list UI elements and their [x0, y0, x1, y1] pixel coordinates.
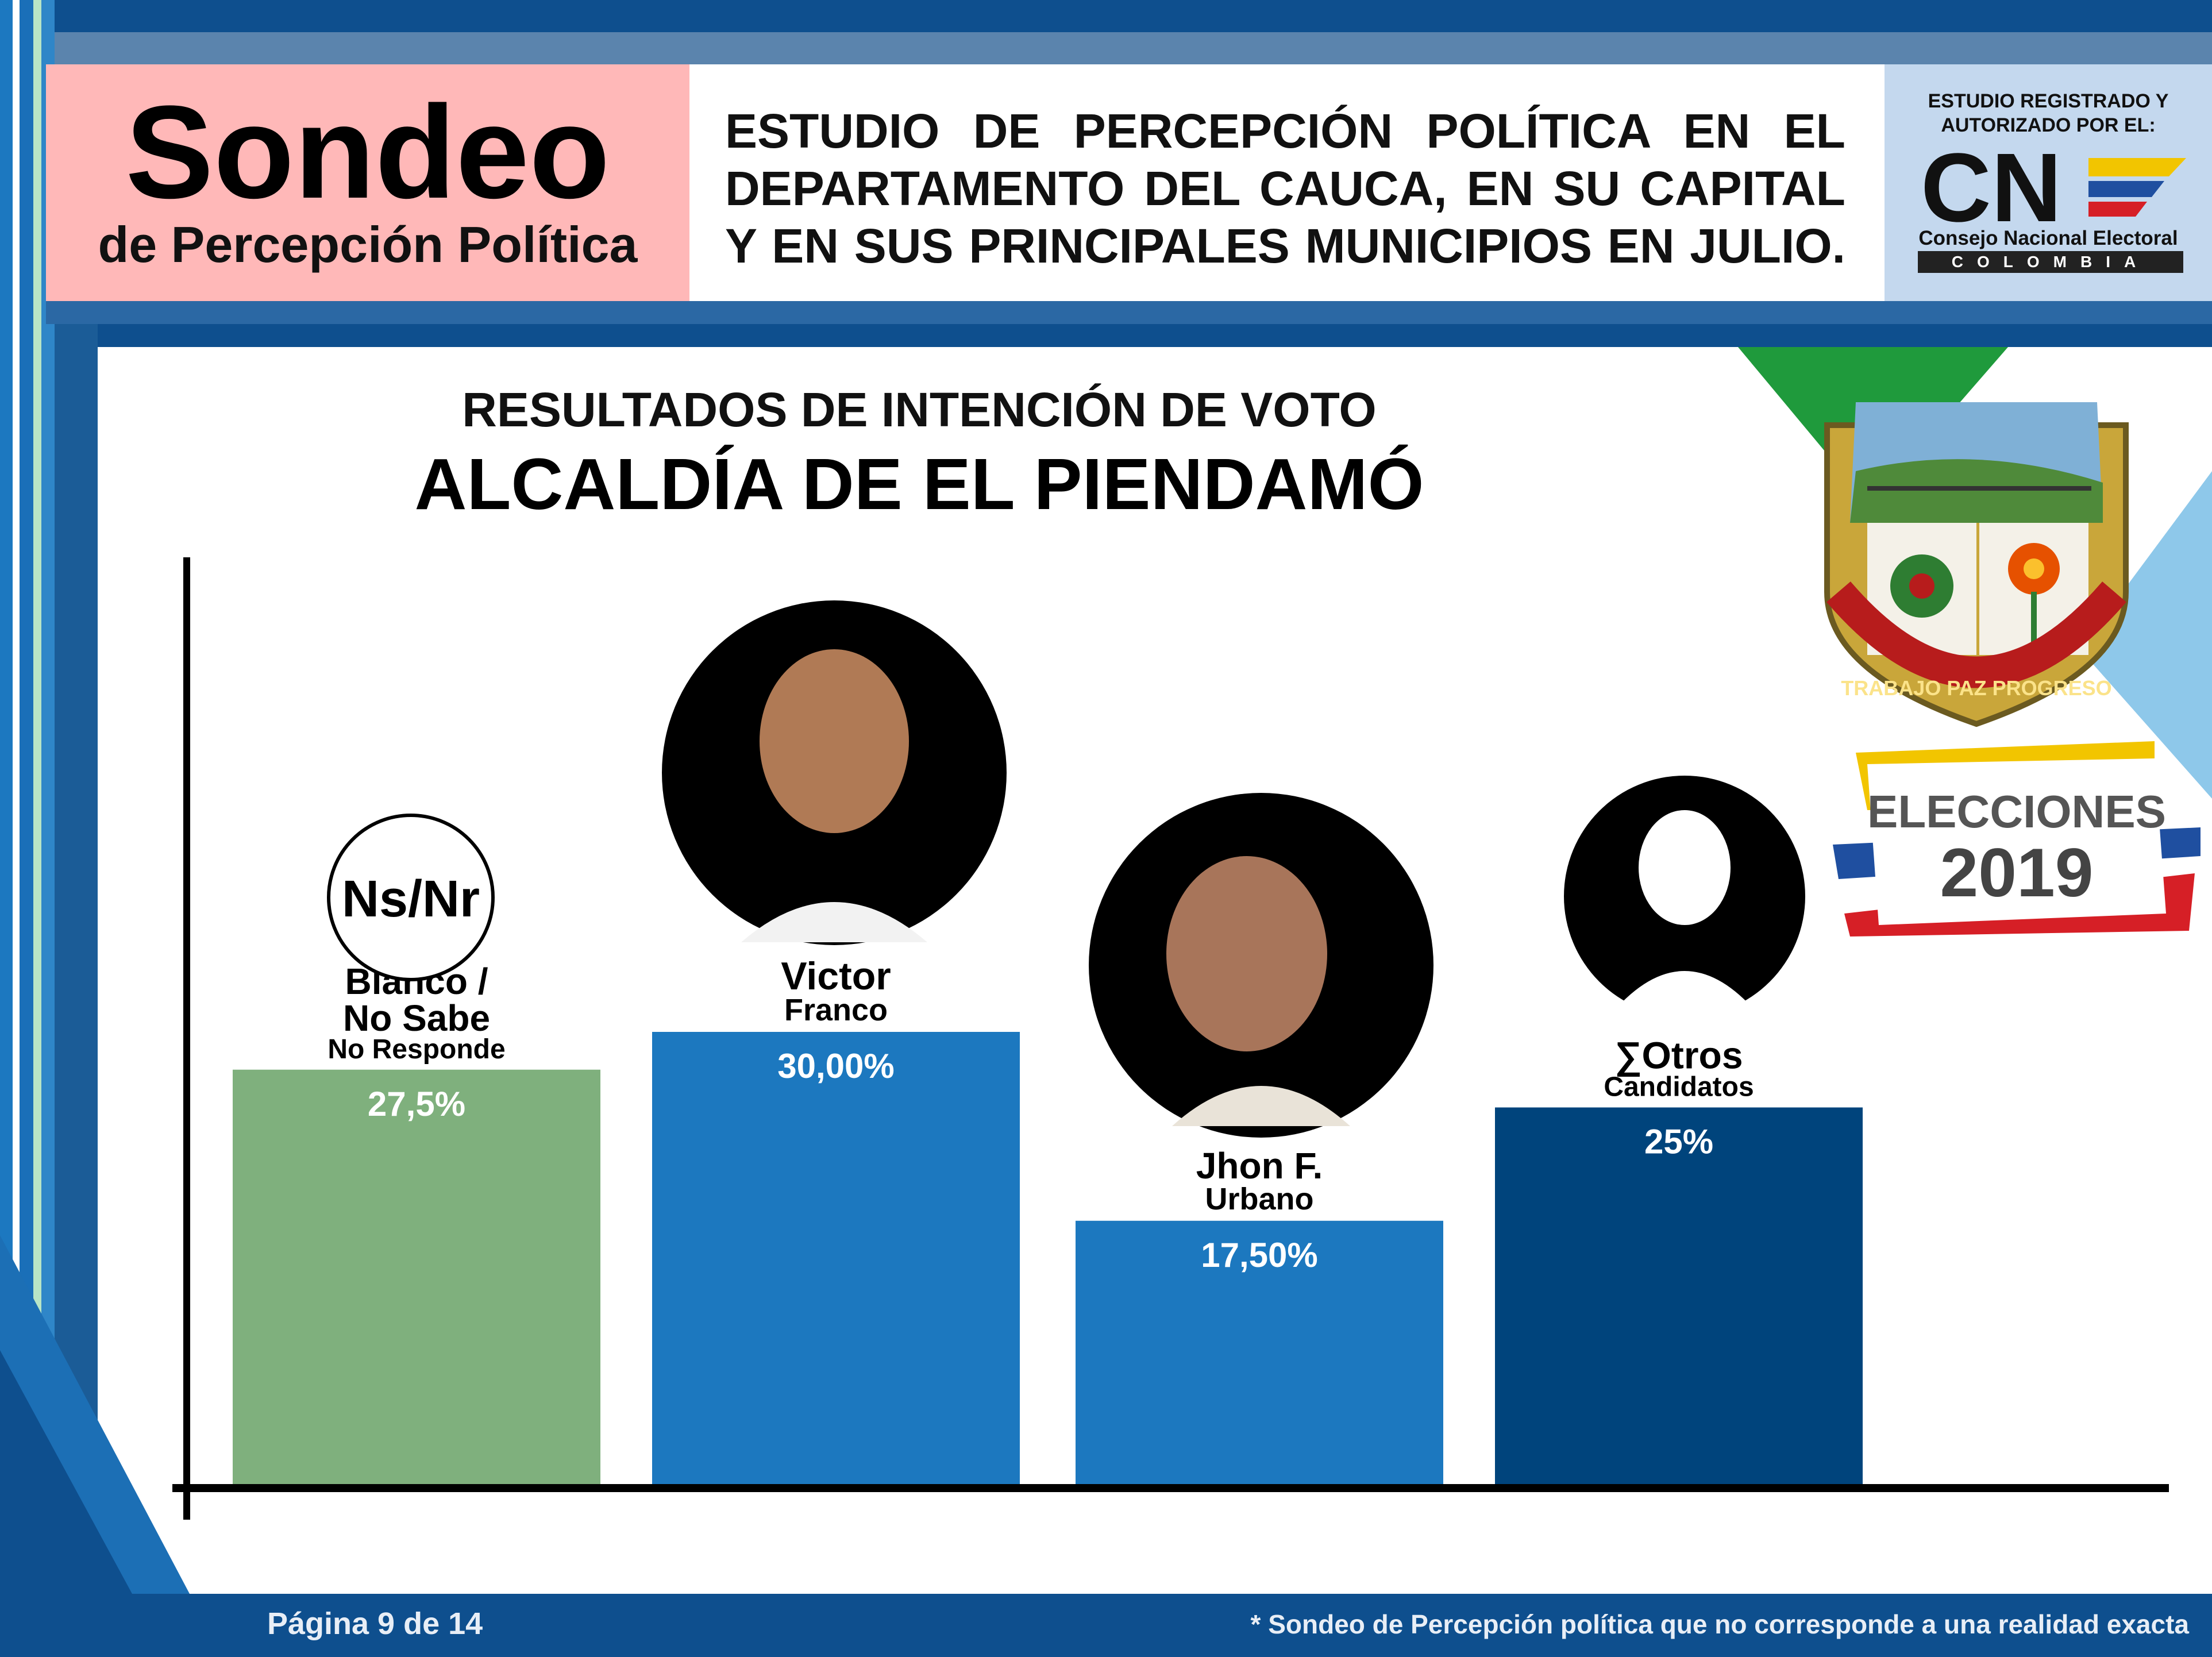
footer-disclaimer: * Sondeo de Percepción política que no c…: [1250, 1609, 2189, 1639]
category-label-0-line-2: No Responde: [327, 1034, 505, 1065]
brand-title: Sondeo: [125, 78, 610, 226]
elecciones-year: 2019: [1940, 834, 2094, 911]
category-label-2-line-0: Jhon F.: [1196, 1145, 1323, 1186]
elecciones-word: ELECCIONES: [1867, 786, 2166, 837]
brand-box: [46, 64, 689, 301]
category-label-3-line-0: ∑Otros: [1614, 1034, 1743, 1077]
portrait-jhon-f-urbano: [1089, 793, 1433, 1138]
header-underline-band: [46, 301, 2212, 324]
study-line-1: ESTUDIO DE PERCEPCIÓN POLÍTICA EN EL: [725, 104, 1845, 158]
cne-registered-line-1: ESTUDIO REGISTRADO Y: [1928, 90, 2169, 112]
bar-2: [1076, 1220, 1443, 1485]
category-label-2-line-1: Urbano: [1205, 1182, 1314, 1216]
study-description: ESTUDIO DE PERCEPCIÓN POLÍTICA EN EL DEP…: [725, 102, 1845, 275]
footer-band: [0, 1594, 2212, 1657]
study-line-2: DEPARTAMENTO DEL CAUCA, EN SU CAPITAL: [725, 161, 1845, 215]
bar-0: [233, 1069, 600, 1485]
chart-subtitle: RESULTADOS DE INTENCIÓN DE VOTO: [462, 383, 1377, 437]
municipal-crest-logo: TRABAJO PAZ PROGRESO: [1824, 402, 2129, 727]
crest-ribbon-text: TRABAJO PAZ PROGRESO: [1841, 676, 2111, 700]
bar-1: [652, 1032, 1020, 1485]
category-label-1-line-1: Franco: [784, 993, 888, 1027]
cne-name: Consejo Nacional Electoral: [1918, 227, 2178, 249]
category-label-1-line-0: Victor: [781, 954, 891, 998]
cne-logo-letters: CN: [1921, 141, 2062, 233]
nsnr-badge-text: Ns/Nr: [342, 870, 480, 928]
cne-country-bar: [1918, 251, 2183, 273]
value-label-3: 25%: [1644, 1123, 1713, 1161]
portrait-victor-franco: [662, 600, 1007, 945]
cne-country: COLOMBIA: [1951, 253, 2150, 271]
cne-logo: CN: [1921, 141, 2186, 233]
portrait-otros-silhouette-icon: [1564, 776, 1805, 1017]
elecciones-2019-badge: ELECCIONES 2019: [1833, 741, 2201, 937]
cne-registered-line-2: AUTORIZADO POR EL:: [1941, 114, 2156, 136]
category-label-0-line-1: No Sabe: [343, 997, 490, 1039]
value-label-1: 30,00%: [777, 1047, 895, 1085]
header-underline-band-dark: [98, 324, 2212, 347]
study-line-3: Y EN SUS PRINCIPALES MUNICIPIOS EN JULIO…: [725, 219, 1845, 273]
top-stripe: [0, 32, 2212, 65]
value-label-0: 27,5%: [368, 1085, 465, 1123]
top-band: [0, 0, 2212, 32]
page-number: Página 9 de 14: [267, 1606, 483, 1641]
brand-subtitle: de Percepción Política: [98, 216, 638, 273]
nsnr-badge-circle: [327, 814, 495, 981]
value-label-2: 17,50%: [1201, 1236, 1318, 1274]
chart-title: ALCALDÍA DE EL PIENDAMÓ: [414, 444, 1424, 525]
bar-3: [1495, 1107, 1863, 1485]
category-label-3-line-1: Candidatos: [1604, 1072, 1754, 1103]
cne-registered-note: ESTUDIO REGISTRADO Y AUTORIZADO POR EL:: [1885, 89, 2212, 137]
